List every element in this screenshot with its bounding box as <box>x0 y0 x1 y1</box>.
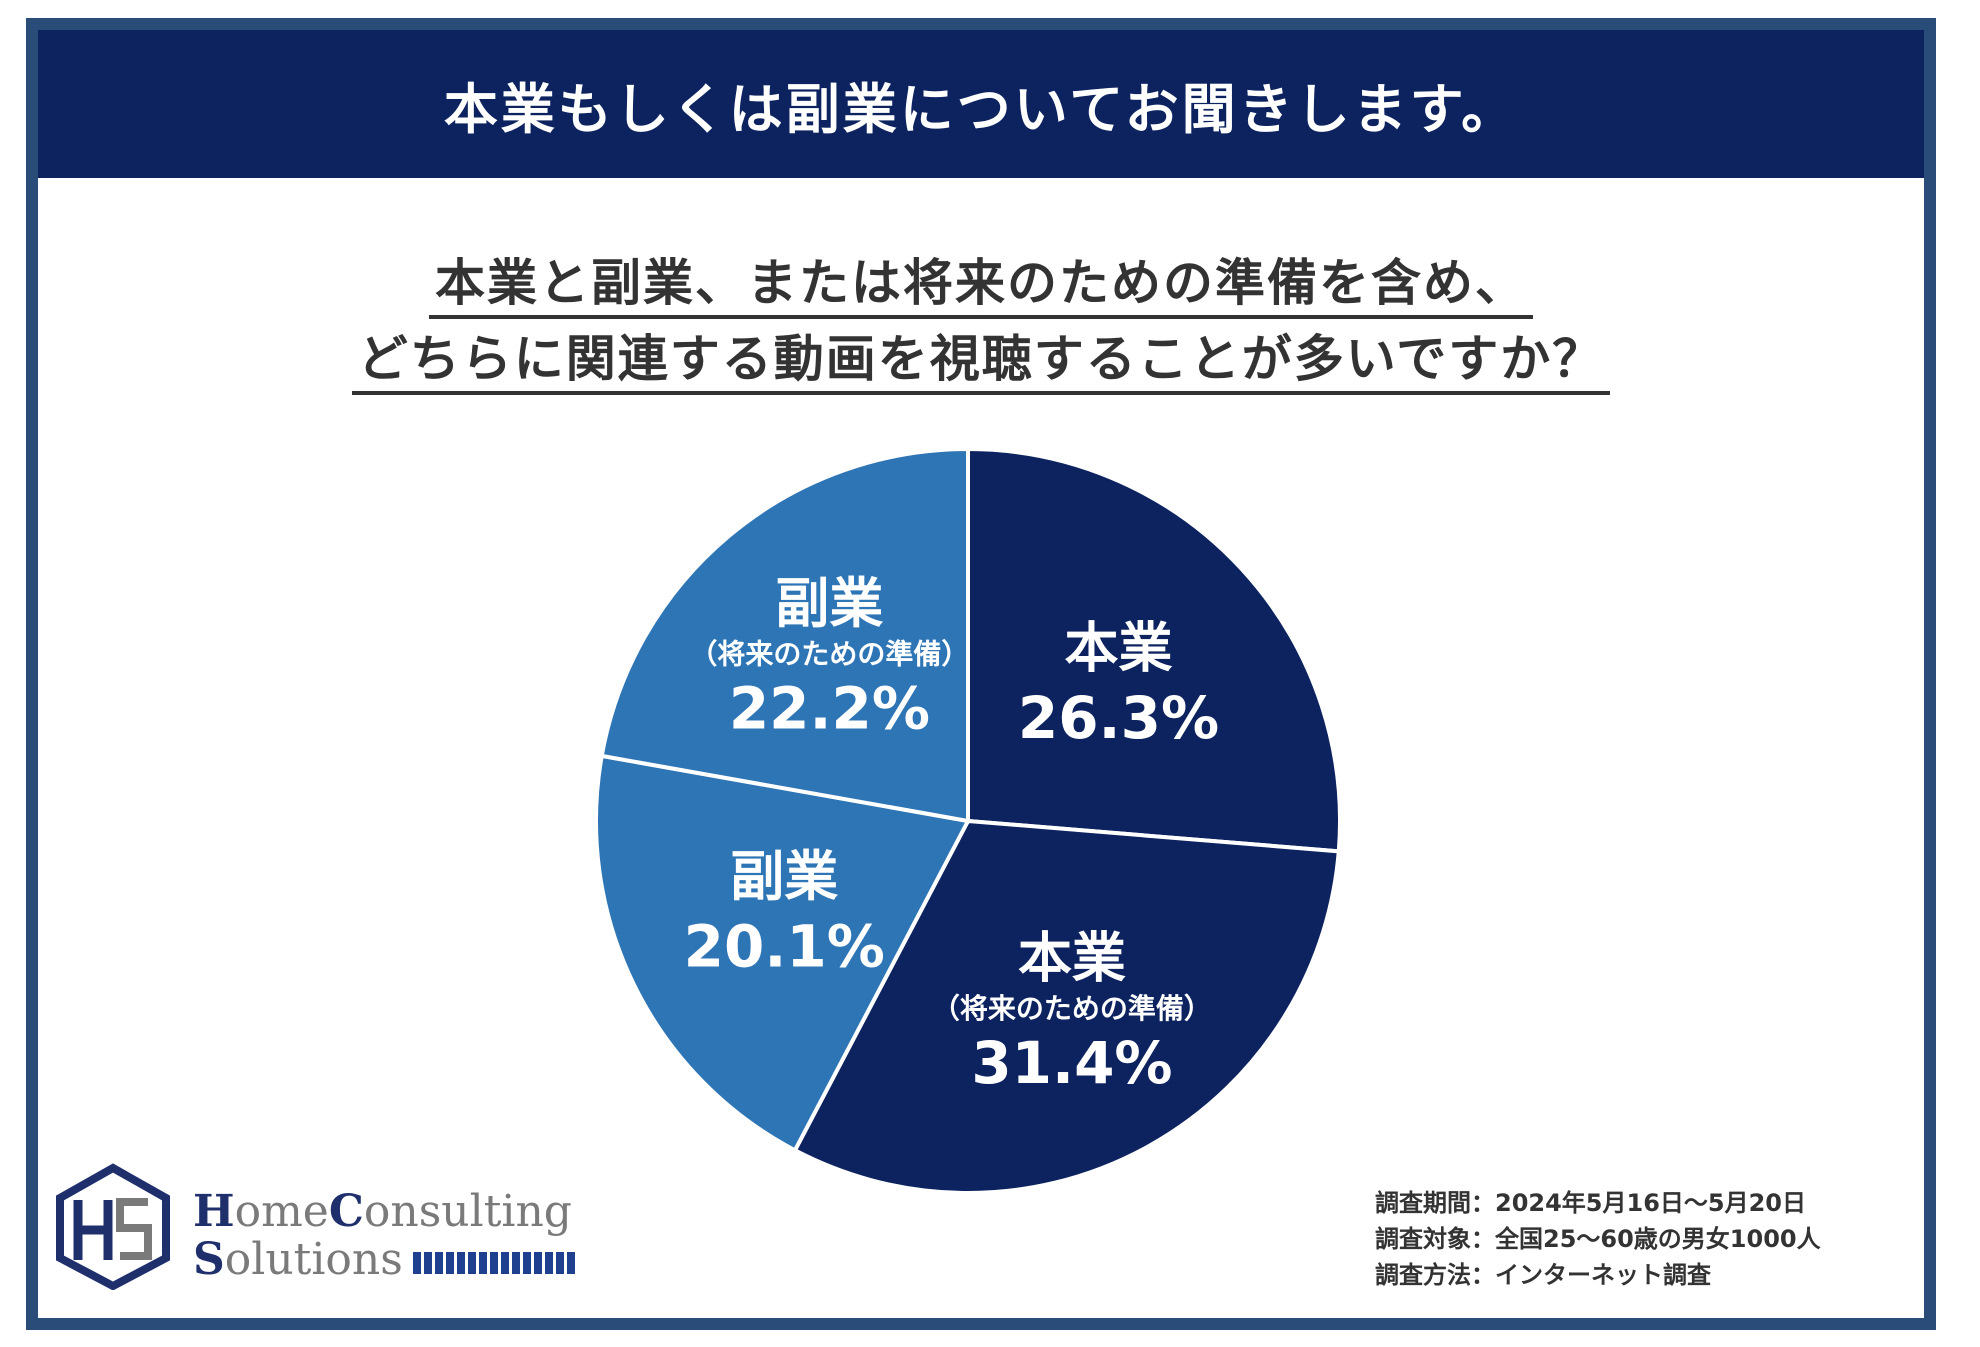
logo-letter-h: H <box>193 1186 235 1237</box>
slice-name: 本業 <box>1018 927 1126 990</box>
survey-method-label: 調査方法： <box>1375 1261 1495 1289</box>
survey-target: 調査対象：全国25～60歳の男女1000人 <box>1375 1221 1821 1257</box>
slice-sublabel: （将来のための準備） <box>689 638 969 671</box>
survey-target-value: 全国25～60歳の男女1000人 <box>1495 1225 1821 1253</box>
logo-text-home: ome <box>234 1186 329 1237</box>
company-logo: HomeConsulting Solutions <box>48 1160 608 1291</box>
survey-info: 調査期間：2024年5月16日～5月20日 調査対象：全国25～60歳の男女10… <box>1375 1185 1821 1293</box>
slice-name: 本業 <box>1064 616 1172 679</box>
slice-value-label: 26.3% <box>1018 684 1219 752</box>
survey-period-label: 調査期間： <box>1375 1189 1495 1217</box>
survey-period: 調査期間：2024年5月16日～5月20日 <box>1375 1185 1821 1221</box>
header-title: 本業もしくは副業についてお聞きします。 <box>443 77 1519 141</box>
slice-name: 副業 <box>775 572 883 635</box>
survey-period-value: 2024年5月16日～5月20日 <box>1495 1189 1806 1217</box>
logo-text-consulting: onsulting <box>363 1186 572 1237</box>
slice-value-label: 31.4% <box>971 1029 1172 1097</box>
slice-fukugyo <box>594 753 972 1154</box>
slice-fukugyo-future <box>599 446 970 824</box>
logo-letter-c: C <box>328 1186 364 1237</box>
logo-stripes <box>412 1251 578 1274</box>
logo-wordmark: HomeConsulting Solutions <box>193 1188 578 1284</box>
logo-letter-s: S <box>193 1234 225 1285</box>
survey-method: 調査方法：インターネット調査 <box>1375 1257 1821 1293</box>
slice-value-label: 22.2% <box>729 675 930 743</box>
slice-honsyo-future <box>792 818 1341 1195</box>
survey-method-value: インターネット調査 <box>1495 1261 1711 1289</box>
slice-honsyo <box>966 446 1342 854</box>
header-banner: 本業もしくは副業についてお聞きします。 <box>38 30 1924 178</box>
question-line-2: どちらに関連する動画を視聴することが多いですか？ <box>351 327 1611 395</box>
slice-sublabel: （将来のための準備） <box>932 992 1212 1025</box>
question-line-1: 本業と副業、または将来のための準備を含め、 <box>429 251 1533 319</box>
logo-text-solutions: olutions <box>224 1234 403 1285</box>
slice-value-label: 20.1% <box>684 913 885 981</box>
slice-name: 副業 <box>730 845 838 908</box>
question-title: 本業と副業、または将来のための準備を含め、 どちらに関連する動画を視聴することが… <box>38 245 1924 397</box>
hcs-emblem-icon <box>56 1163 170 1291</box>
survey-target-label: 調査対象： <box>1375 1225 1495 1253</box>
